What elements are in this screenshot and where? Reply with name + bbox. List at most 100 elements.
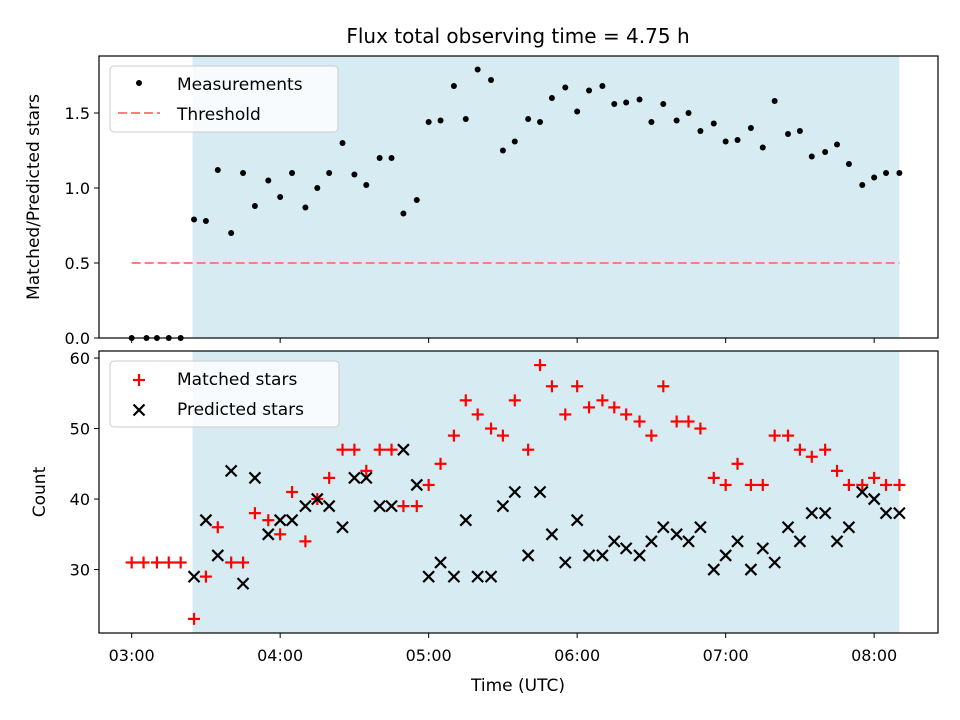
matched-star-point <box>596 394 609 407</box>
matched-star-point <box>188 612 201 625</box>
x-tick-label: 06:00 <box>554 646 600 665</box>
matched-star-point <box>782 429 795 442</box>
x-tick-label: 07:00 <box>703 646 749 665</box>
predicted-star-point <box>447 570 461 583</box>
predicted-star-point <box>645 535 658 548</box>
predicted-star-point <box>533 485 547 499</box>
matched-star-point <box>397 500 410 513</box>
measurement-point <box>562 84 569 91</box>
plot-frame-top <box>98 55 939 339</box>
legend-marker-matched <box>133 374 145 386</box>
matched-star-point <box>744 478 757 491</box>
predicted-star-point <box>805 506 819 520</box>
predicted-star-point <box>842 520 856 534</box>
legend-marker-measurements <box>136 80 142 86</box>
plot-frame-bottom <box>98 350 939 634</box>
measurement-point <box>537 119 544 125</box>
measurement-point <box>673 117 680 124</box>
matched-star-point <box>262 514 275 527</box>
matched-star-point <box>756 478 769 491</box>
predicted-star-point <box>744 563 758 576</box>
matched-star-point <box>237 556 250 569</box>
predicted-star-point <box>360 471 373 485</box>
predicted-star-point <box>322 499 336 513</box>
predicted-star-point <box>397 443 410 456</box>
predicted-star-point <box>373 499 386 513</box>
predicted-star-point <box>731 535 744 548</box>
predicted-star-point <box>508 485 522 499</box>
measurement-point <box>636 96 643 103</box>
x-tick-label: 03:00 <box>109 646 155 665</box>
y-tick-label: 30 <box>70 561 90 580</box>
measurement-point <box>511 138 518 145</box>
measurement-point <box>747 125 754 131</box>
measurement-point <box>314 185 321 191</box>
matched-star-point <box>793 443 806 456</box>
y-tick-label: 40 <box>70 490 90 509</box>
predicted-star-point <box>596 549 609 562</box>
chart-title: Flux total observing time = 4.75 h <box>346 24 689 48</box>
measurement-point <box>425 119 432 125</box>
predicted-star-point <box>570 513 584 527</box>
predicted-star-point <box>471 570 484 583</box>
y-tick-label: 0.5 <box>65 254 90 273</box>
measurement-point <box>400 210 407 217</box>
measurement-point <box>202 218 209 224</box>
predicted-star-point <box>434 556 447 569</box>
predicted-star-point <box>781 520 795 534</box>
matched-star-point <box>485 422 498 435</box>
matched-star-point <box>731 457 744 470</box>
measurement-point <box>722 138 729 145</box>
matched-star-point <box>819 443 832 456</box>
measurement-point <box>808 153 815 160</box>
measurement-point <box>437 117 444 124</box>
y-tick-label: 1.5 <box>65 104 90 123</box>
measurement-point <box>896 170 903 176</box>
measurement-point <box>648 119 655 125</box>
predicted-star-point <box>682 535 695 548</box>
measurement-point <box>462 116 469 122</box>
legend-plus-mark <box>133 374 145 386</box>
matched-star-point <box>608 401 621 414</box>
predicted-star-point <box>855 485 869 499</box>
predicted-star-point <box>719 549 732 562</box>
matched-star-point <box>385 443 398 456</box>
matched-star-point <box>162 556 175 569</box>
measurement-point <box>326 170 333 176</box>
measurement-point <box>277 194 284 200</box>
measurement-point <box>376 155 383 161</box>
y-axis-ticks-bottom: 30 40 50 60 <box>70 349 99 580</box>
matched-star-point <box>893 478 906 491</box>
matched-star-point <box>670 415 683 428</box>
matched-star-point <box>125 556 138 569</box>
measurement-point <box>859 182 866 188</box>
matched-star-point <box>768 429 781 442</box>
y-tick-label: 50 <box>70 420 90 439</box>
matched-star-points <box>125 359 906 625</box>
predicted-star-point <box>459 513 473 527</box>
matched-star-point <box>410 500 423 513</box>
predicted-star-point <box>187 570 201 583</box>
matched-star-point <box>534 359 547 372</box>
panel-ratio: 0.0 0.5 1.0 1.5 Matched/Predicted stars Mea… <box>24 55 939 348</box>
measurement-point <box>289 170 296 176</box>
matched-star-point <box>336 443 349 456</box>
x-tick-label: 08:00 <box>851 646 897 665</box>
matched-star-point <box>583 401 596 414</box>
measurement-point <box>822 149 829 155</box>
measurement-point <box>363 182 370 188</box>
predicted-star-point <box>299 499 312 513</box>
legend-box-bottom <box>109 360 340 428</box>
measurement-point <box>759 144 766 151</box>
measurement-point <box>240 170 247 176</box>
measurement-point <box>871 174 878 181</box>
legend-cross-mark <box>132 403 146 417</box>
measurement-point <box>796 128 803 134</box>
predicted-star-point <box>273 513 287 527</box>
measurement-point <box>834 141 841 148</box>
x-tick-label: 04:00 <box>257 646 303 665</box>
predicted-star-point <box>248 471 262 485</box>
matched-star-point <box>137 556 150 569</box>
measurement-point <box>499 147 506 154</box>
